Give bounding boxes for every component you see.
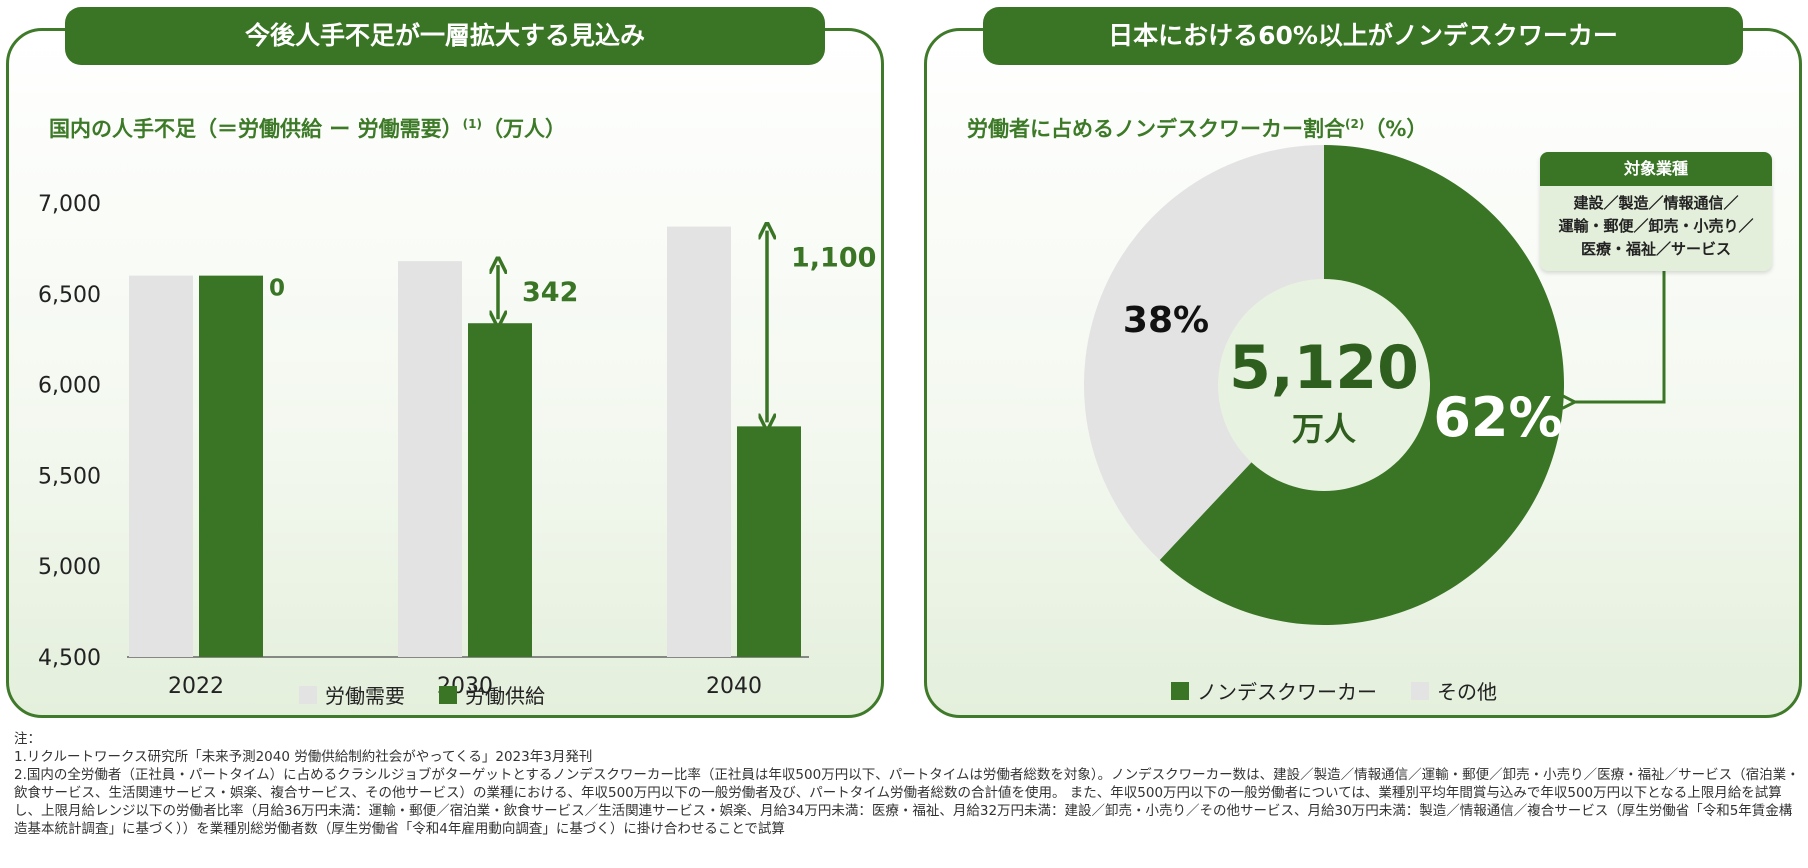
subtitle-footnote-ref: (2) xyxy=(1345,117,1365,131)
gap-label: 342 xyxy=(522,277,578,308)
nondesk-worker-panel: 日本における60%以上がノンデスクワーカー 労働者に占めるノンデスクワーカー割合… xyxy=(924,7,1802,718)
panel-title-labor-shortage: 今後人手不足が一層拡大する見込み xyxy=(65,7,825,65)
x-tick-label: 2022 xyxy=(168,674,224,699)
y-tick-label: 5,500 xyxy=(38,464,101,489)
subtitle-unit: （万人） xyxy=(481,117,566,141)
bar-supply xyxy=(199,275,263,657)
y-tick-label: 7,000 xyxy=(38,192,101,217)
callout-line: 建設／製造／情報通信／ xyxy=(1573,194,1739,212)
note-1: 1.リクルートワークス研究所「未来予測2040 労働供給制約社会がやってくる」2… xyxy=(14,749,593,765)
legend-swatch-demand xyxy=(299,685,317,704)
legend-label-other: その他 xyxy=(1437,680,1497,704)
bar-supply xyxy=(468,323,532,657)
legend-item-other: その他 xyxy=(1411,676,1497,705)
bar-chart-subtitle: 国内の人手不足（＝労働供給 ー 労働需要）(1)（万人） xyxy=(49,113,566,143)
legend-item-nondesk: ノンデスクワーカー xyxy=(1171,676,1377,705)
callout-body: 建設／製造／情報通信／ 運輸・郵便／卸売・小売り／ 医療・福祉／サービス xyxy=(1540,186,1772,271)
callout-title: 対象業種 xyxy=(1540,152,1772,186)
subtitle-text: 国内の人手不足（＝労働供給 ー 労働需要） xyxy=(49,117,463,141)
bar-demand xyxy=(398,261,462,657)
panel-title-nondesk: 日本における60%以上がノンデスクワーカー xyxy=(983,7,1743,65)
bar-supply xyxy=(737,426,801,657)
footnotes: 注： 1.リクルートワークス研究所「未来予測2040 労働供給制約社会がやってく… xyxy=(14,730,1804,838)
legend-item-demand: 労働需要 xyxy=(299,680,405,709)
bar-demand xyxy=(667,226,731,657)
y-tick-label: 6,500 xyxy=(38,283,101,308)
bar-legend: 労働需要 労働供給 xyxy=(299,680,545,709)
gap-label: 1,100 xyxy=(791,242,876,273)
legend-swatch-nondesk xyxy=(1171,681,1189,700)
legend-label-demand: 労働需要 xyxy=(325,684,405,708)
y-tick-label: 5,000 xyxy=(38,555,101,580)
callout-line: 医療・福祉／サービス xyxy=(1580,240,1731,258)
y-tick-label: 6,000 xyxy=(38,374,101,399)
labor-shortage-panel: 今後人手不足が一層拡大する見込み 国内の人手不足（＝労働供給 ー 労働需要）(1… xyxy=(6,7,884,718)
subtitle-text: 労働者に占めるノンデスクワーカー割合 xyxy=(967,117,1345,141)
gap-label: 0 xyxy=(269,276,285,302)
x-tick-label: 2040 xyxy=(706,674,762,699)
donut-chart-subtitle: 労働者に占めるノンデスクワーカー割合(2)（%） xyxy=(967,113,1427,143)
subtitle-footnote-ref: (1) xyxy=(462,117,482,131)
legend-swatch-supply xyxy=(439,685,457,704)
legend-label-supply: 労働供給 xyxy=(465,684,545,708)
bar-demand xyxy=(129,275,193,657)
legend-item-supply: 労働供給 xyxy=(439,680,545,709)
donut-legend: ノンデスクワーカー その他 xyxy=(1171,676,1497,705)
legend-label-nondesk: ノンデスクワーカー xyxy=(1197,680,1377,704)
bar-chart: 4,500 5,000 5,500 6,000 6,500 7,000 0 342 1,100… xyxy=(38,192,876,699)
target-industries-callout: 対象業種 建設／製造／情報通信／ 運輸・郵便／卸売・小売り／ 医療・福祉／サービ… xyxy=(1540,152,1772,271)
subtitle-unit: （%） xyxy=(1364,117,1428,141)
note-2: 2.国内の全労働者（正社員・パートタイム）に占めるクラシルジョブがターゲットとす… xyxy=(14,767,1800,837)
notes-heading: 注： xyxy=(14,731,41,747)
y-tick-label: 4,500 xyxy=(38,646,101,671)
callout-line: 運輸・郵便／卸売・小売り／ xyxy=(1558,217,1754,235)
legend-swatch-other xyxy=(1411,681,1429,700)
